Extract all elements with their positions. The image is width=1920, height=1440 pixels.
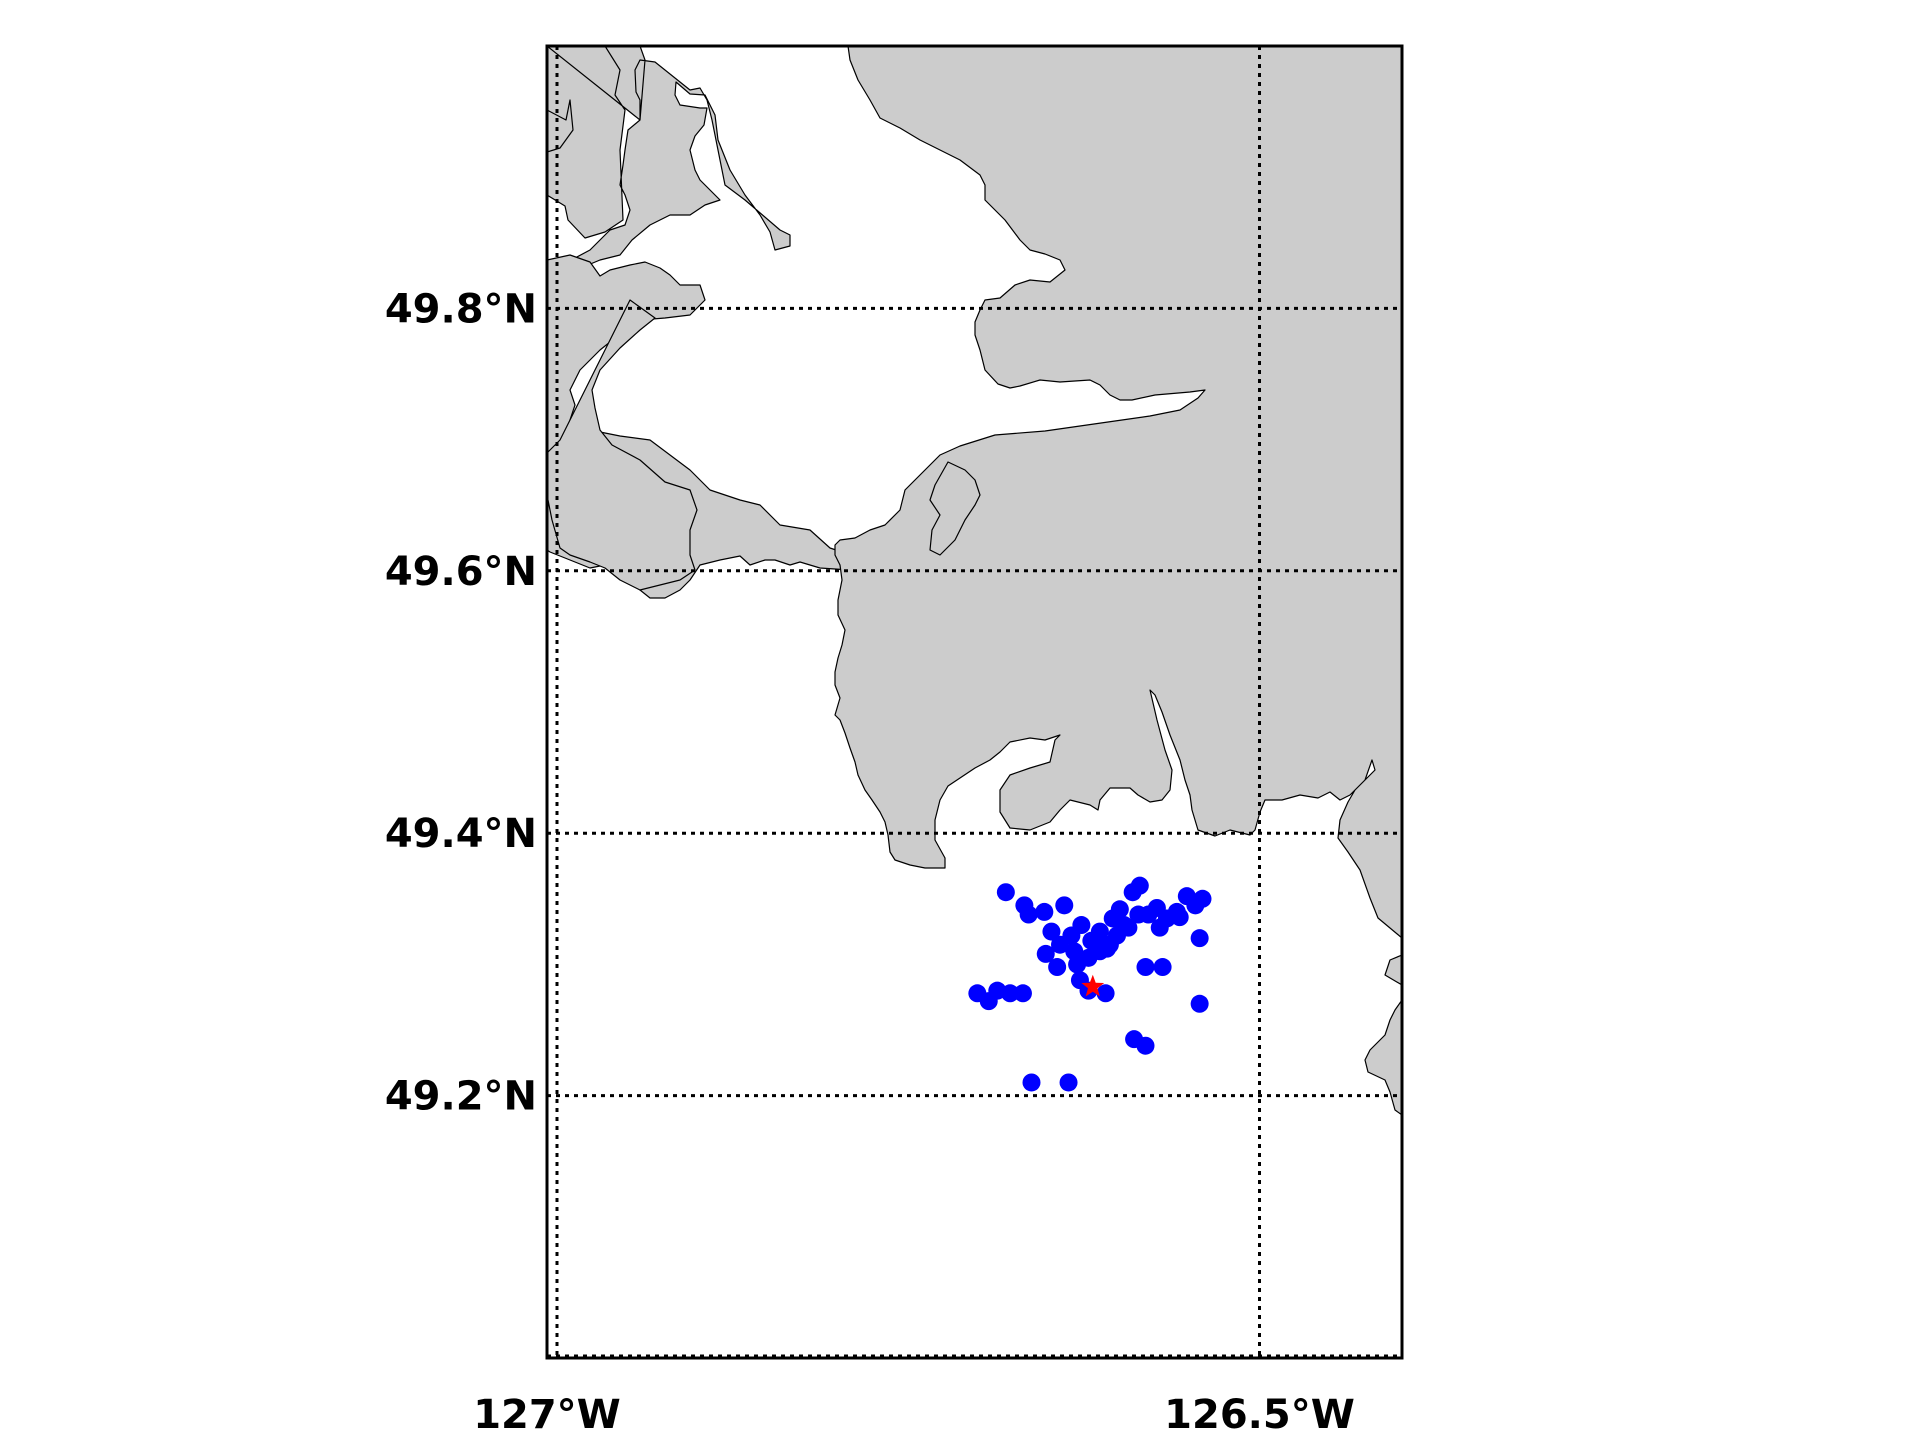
- landmass-east: [834, 46, 1402, 939]
- event-point: [1072, 916, 1091, 935]
- event-points: [968, 876, 1212, 1092]
- event-point: [1153, 958, 1172, 977]
- event-point: [1129, 905, 1148, 924]
- event-point: [1108, 926, 1126, 945]
- event-point: [1035, 902, 1054, 921]
- map-frame: [545, 44, 1404, 1360]
- event-point: [1001, 984, 1020, 1003]
- graticule: [547, 46, 1402, 1358]
- y-tick-label: 49.6°N: [385, 549, 537, 595]
- event-point: [1130, 876, 1149, 895]
- event-point: [1059, 1073, 1078, 1092]
- landmass-northwest: [547, 46, 791, 285]
- epicenter-star: [1081, 974, 1105, 997]
- event-point: [1048, 958, 1067, 977]
- event-point: [1110, 900, 1129, 919]
- event-point: [1036, 944, 1055, 963]
- landmass-southeast: [1364, 954, 1402, 1116]
- event-point: [1019, 905, 1038, 924]
- event-point: [1086, 931, 1105, 950]
- tick-labels: 127°W 126.5°W 49.2°N 49.4°N 49.6°N 49.8°N: [385, 286, 1355, 1438]
- y-tick-label: 49.8°N: [385, 286, 537, 332]
- event-point: [1150, 918, 1169, 937]
- event-point: [1136, 1036, 1155, 1055]
- landmass-central-peninsula: [547, 299, 698, 591]
- event-point: [1136, 958, 1155, 977]
- island-central: [929, 461, 981, 556]
- event-point: [1065, 942, 1084, 961]
- event-point: [1193, 889, 1212, 908]
- event-point: [1190, 929, 1209, 948]
- x-tick-label: 126.5°W: [1164, 1392, 1355, 1438]
- event-point: [996, 883, 1015, 902]
- event-point: [1022, 1073, 1041, 1092]
- event-point: [1096, 984, 1115, 1003]
- y-tick-label: 49.2°N: [385, 1074, 537, 1120]
- event-point: [1042, 922, 1061, 941]
- x-tick-label: 127°W: [473, 1392, 621, 1438]
- y-tick-label: 49.4°N: [385, 811, 537, 857]
- event-point: [1170, 908, 1189, 927]
- event-point: [1013, 984, 1032, 1003]
- event-point: [1190, 994, 1209, 1013]
- event-point: [1055, 896, 1074, 915]
- map-plot-area: [547, 46, 1402, 1116]
